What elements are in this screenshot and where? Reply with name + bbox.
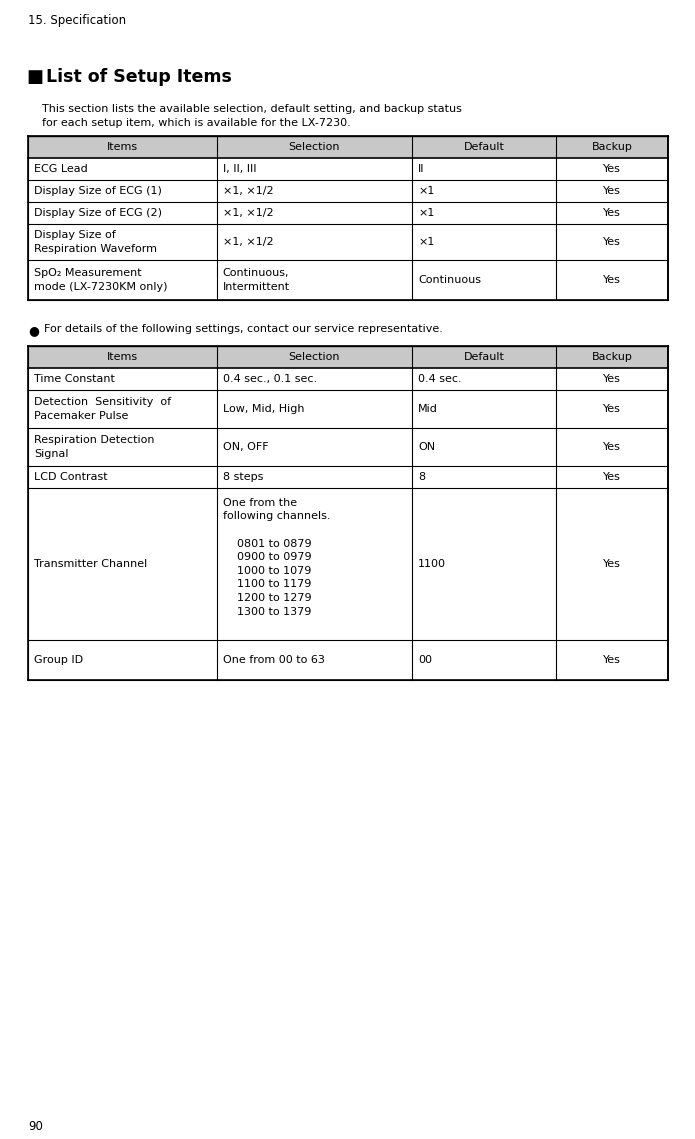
- Text: Group ID: Group ID: [34, 655, 83, 665]
- Text: Selection: Selection: [288, 142, 340, 151]
- Text: SpO₂ Measurement
mode (LX-7230KM only): SpO₂ Measurement mode (LX-7230KM only): [34, 268, 167, 292]
- Text: Yes: Yes: [603, 274, 621, 285]
- Text: Display Size of ECG (1): Display Size of ECG (1): [34, 186, 162, 196]
- Text: ×1, ×1/2: ×1, ×1/2: [223, 237, 273, 247]
- Text: Continuous: Continuous: [418, 274, 481, 285]
- Text: Yes: Yes: [603, 208, 621, 218]
- Text: 1100: 1100: [418, 559, 446, 570]
- Text: ON, OFF: ON, OFF: [223, 442, 268, 452]
- Text: 8: 8: [418, 472, 425, 482]
- Text: For details of the following settings, contact our service representative.: For details of the following settings, c…: [44, 323, 443, 334]
- Text: Yes: Yes: [603, 237, 621, 247]
- Text: Default: Default: [464, 142, 505, 151]
- Text: Low, Mid, High: Low, Mid, High: [223, 404, 304, 413]
- Text: LCD Contrast: LCD Contrast: [34, 472, 108, 482]
- Text: ON: ON: [418, 442, 435, 452]
- Text: II: II: [418, 164, 425, 174]
- Text: ×1: ×1: [418, 208, 434, 218]
- Text: Yes: Yes: [603, 559, 621, 570]
- Bar: [28, 346, 668, 368]
- Text: Yes: Yes: [603, 404, 621, 413]
- Text: 0.4 sec., 0.1 sec.: 0.4 sec., 0.1 sec.: [223, 374, 317, 384]
- Text: ×1: ×1: [418, 186, 434, 196]
- Text: List of Setup Items: List of Setup Items: [46, 68, 232, 87]
- Text: Default: Default: [464, 352, 505, 362]
- Text: 8 steps: 8 steps: [223, 472, 263, 482]
- Text: One from 00 to 63: One from 00 to 63: [223, 655, 325, 665]
- Text: Selection: Selection: [288, 352, 340, 362]
- Text: Yes: Yes: [603, 164, 621, 174]
- Text: Yes: Yes: [603, 442, 621, 452]
- Text: Transmitter Channel: Transmitter Channel: [34, 559, 147, 570]
- Text: 00: 00: [418, 655, 432, 665]
- Text: ECG Lead: ECG Lead: [34, 164, 88, 174]
- Text: Display Size of ECG (2): Display Size of ECG (2): [34, 208, 162, 218]
- Text: ■: ■: [26, 68, 43, 87]
- Text: Yes: Yes: [603, 472, 621, 482]
- Text: Yes: Yes: [603, 655, 621, 665]
- Text: ×1: ×1: [418, 237, 434, 247]
- Text: Time Constant: Time Constant: [34, 374, 115, 384]
- Text: This section lists the available selection, default setting, and backup status: This section lists the available selecti…: [42, 104, 462, 114]
- Text: 0.4 sec.: 0.4 sec.: [418, 374, 461, 384]
- Text: Continuous,
Intermittent: Continuous, Intermittent: [223, 268, 290, 292]
- Text: Items: Items: [107, 352, 138, 362]
- Text: ×1, ×1/2: ×1, ×1/2: [223, 186, 273, 196]
- Bar: [28, 136, 668, 158]
- Text: for each setup item, which is available for the LX-7230.: for each setup item, which is available …: [42, 118, 351, 128]
- Text: 15. Specification: 15. Specification: [28, 14, 126, 27]
- Text: One from the
following channels.

    0801 to 0879
    0900 to 0979
    1000 to : One from the following channels. 0801 to…: [223, 498, 330, 630]
- Text: ×1, ×1/2: ×1, ×1/2: [223, 208, 273, 218]
- Text: I, II, III: I, II, III: [223, 164, 256, 174]
- Text: 90: 90: [28, 1120, 43, 1133]
- Text: Detection  Sensitivity  of
Pacemaker Pulse: Detection Sensitivity of Pacemaker Pulse: [34, 398, 171, 420]
- Text: Respiration Detection
Signal: Respiration Detection Signal: [34, 435, 154, 459]
- Text: Backup: Backup: [591, 142, 632, 151]
- Text: ●: ●: [28, 323, 39, 337]
- Text: Display Size of
Respiration Waveform: Display Size of Respiration Waveform: [34, 230, 157, 254]
- Text: Yes: Yes: [603, 186, 621, 196]
- Text: Backup: Backup: [591, 352, 632, 362]
- Text: Items: Items: [107, 142, 138, 151]
- Text: Yes: Yes: [603, 374, 621, 384]
- Text: Mid: Mid: [418, 404, 438, 413]
